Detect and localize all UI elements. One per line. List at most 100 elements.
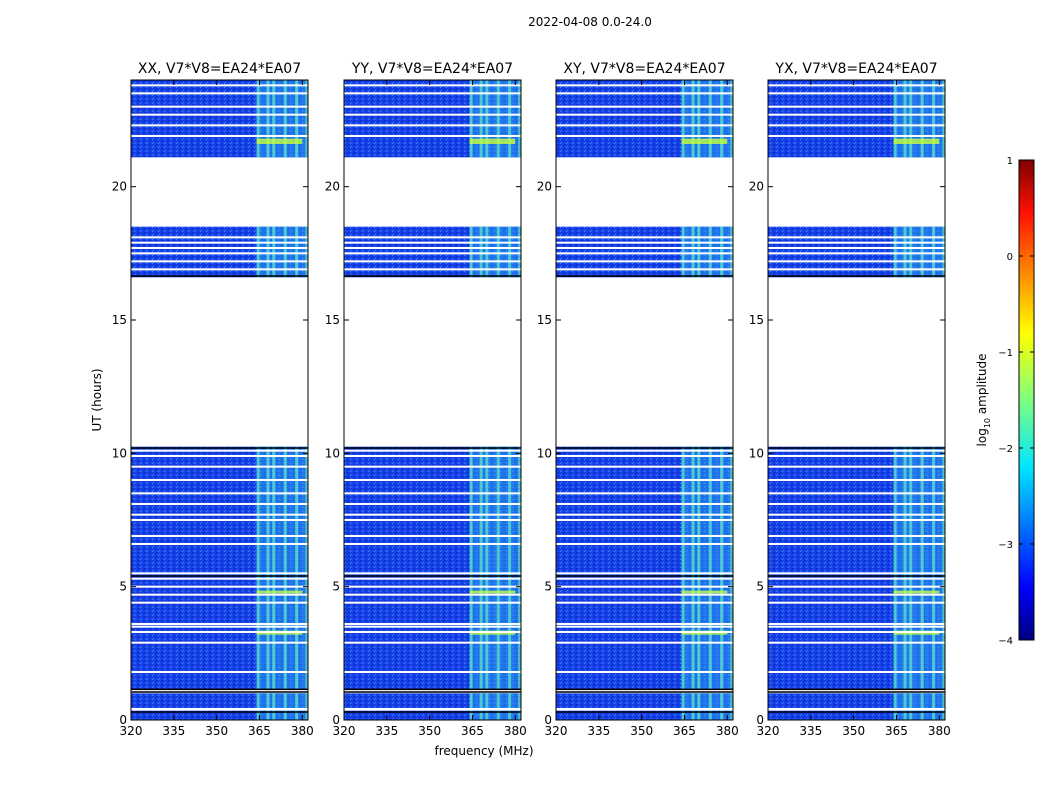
colorbar-tick-label: −4 bbox=[998, 636, 1013, 647]
flag-line bbox=[556, 247, 733, 249]
flag-line bbox=[768, 135, 945, 137]
data-block bbox=[344, 710, 521, 720]
y-tick-label: 20 bbox=[325, 180, 340, 194]
rfi-channel bbox=[720, 693, 724, 708]
colorbar-label: log10 amplitude bbox=[975, 354, 992, 447]
rfi-channel bbox=[681, 710, 685, 720]
colorbar-tick-label: 0 bbox=[1007, 252, 1013, 263]
rfi-channel bbox=[903, 226, 907, 278]
flag-line bbox=[768, 455, 945, 457]
rfi-channel bbox=[720, 226, 724, 278]
flag-line bbox=[768, 449, 945, 452]
rfi-hotspot bbox=[469, 138, 516, 144]
flag-line bbox=[344, 247, 521, 249]
flag-line bbox=[768, 492, 945, 495]
panel-title: XY, V7*V8=EA24*EA07 bbox=[563, 61, 725, 77]
separator-line bbox=[556, 447, 733, 449]
rfi-channel bbox=[283, 693, 287, 708]
flag-line bbox=[131, 252, 308, 255]
flag-line bbox=[556, 113, 733, 116]
y-tick-label: 15 bbox=[749, 313, 764, 327]
rfi-hotspot bbox=[256, 590, 303, 594]
x-tick-label: 320 bbox=[757, 724, 780, 738]
rfi-channel bbox=[697, 80, 701, 158]
flag-line bbox=[344, 105, 521, 108]
y-tick-label: 0 bbox=[332, 713, 340, 727]
flag-line bbox=[556, 585, 733, 588]
rfi-channel bbox=[485, 226, 489, 278]
flag-line bbox=[344, 625, 521, 628]
rfi-channel bbox=[909, 710, 913, 720]
rfi-channel bbox=[496, 710, 500, 720]
y-tick-label: 5 bbox=[756, 580, 764, 594]
flag-line bbox=[768, 577, 945, 580]
flag-line bbox=[131, 641, 308, 644]
flag-line bbox=[131, 503, 308, 505]
flag-line bbox=[344, 623, 521, 625]
flag-line bbox=[768, 84, 945, 87]
flag-line bbox=[556, 260, 733, 263]
flag-line bbox=[556, 92, 733, 95]
x-tick-label: 335 bbox=[162, 724, 185, 738]
flag-line bbox=[131, 631, 308, 633]
rfi-channel bbox=[272, 80, 276, 158]
x-tick-label: 350 bbox=[205, 724, 228, 738]
flag-line bbox=[556, 503, 733, 505]
y-tick-label: 10 bbox=[537, 446, 552, 460]
flag-line bbox=[556, 84, 733, 87]
separator-line bbox=[344, 711, 521, 713]
panel-title: YX, V7*V8=EA24*EA07 bbox=[774, 61, 937, 77]
flag-line bbox=[131, 593, 308, 596]
flag-line bbox=[768, 252, 945, 255]
panel-frame bbox=[130, 79, 309, 721]
flag-line bbox=[556, 572, 733, 575]
flag-line bbox=[131, 479, 308, 481]
panel-frame bbox=[767, 79, 946, 721]
x-axis-label: frequency (MHz) bbox=[434, 744, 533, 758]
rfi-channel bbox=[305, 693, 309, 708]
rfi-channel bbox=[485, 80, 489, 158]
flag-line bbox=[344, 641, 521, 644]
separator-line bbox=[768, 575, 945, 577]
x-tick-label: 380 bbox=[928, 724, 951, 738]
rfi-channel bbox=[942, 710, 946, 720]
separator-line bbox=[556, 275, 733, 277]
flag-line bbox=[344, 449, 521, 452]
y-tick-label: 20 bbox=[112, 180, 127, 194]
x-tick-label: 335 bbox=[375, 724, 398, 738]
flag-line bbox=[344, 92, 521, 95]
y-tick-label: 10 bbox=[325, 446, 340, 460]
flag-line bbox=[768, 92, 945, 95]
y-tick-label: 10 bbox=[749, 446, 764, 460]
flag-line bbox=[131, 601, 308, 604]
flag-line bbox=[768, 535, 945, 537]
flag-line bbox=[344, 113, 521, 116]
panel-title: YY, V7*V8=EA24*EA07 bbox=[351, 61, 513, 77]
rfi-channel bbox=[508, 693, 512, 708]
flag-line bbox=[556, 577, 733, 580]
rfi-channel bbox=[518, 226, 522, 278]
x-tick-label: 320 bbox=[333, 724, 356, 738]
flag-line bbox=[131, 513, 308, 516]
flag-line bbox=[344, 577, 521, 580]
rfi-channel bbox=[903, 80, 907, 158]
flag-line bbox=[556, 625, 733, 628]
panel-frame bbox=[555, 79, 734, 721]
rfi-hotspot bbox=[469, 590, 516, 594]
rfi-channel bbox=[708, 226, 712, 278]
y-tick-label: 0 bbox=[756, 713, 764, 727]
rfi-channel bbox=[295, 80, 299, 158]
flag-line bbox=[131, 124, 308, 127]
rfi-channel bbox=[508, 226, 512, 278]
flag-line bbox=[344, 465, 521, 468]
rfi-channel bbox=[518, 80, 522, 158]
separator-line bbox=[556, 575, 733, 577]
flag-line bbox=[344, 252, 521, 255]
rfi-channel bbox=[295, 710, 299, 720]
flag-line bbox=[768, 247, 945, 249]
rfi-channel bbox=[266, 226, 270, 278]
rfi-channel bbox=[266, 710, 270, 720]
rfi-channel bbox=[496, 693, 500, 708]
rfi-channel bbox=[909, 693, 913, 708]
x-tick-label: 335 bbox=[799, 724, 822, 738]
